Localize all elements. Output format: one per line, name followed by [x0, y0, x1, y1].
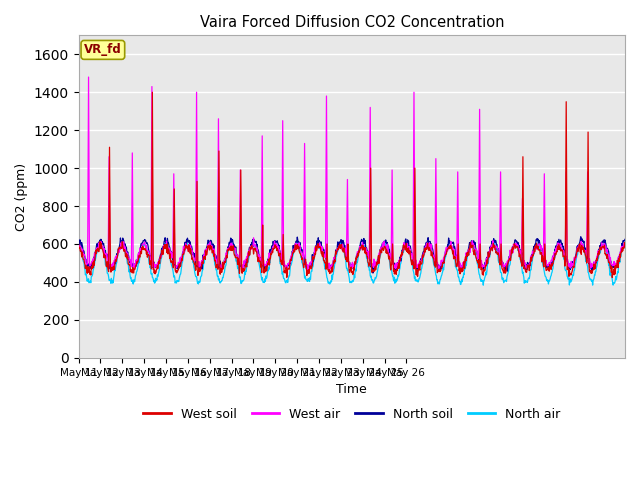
Title: Vaira Forced Diffusion CO2 Concentration: Vaira Forced Diffusion CO2 Concentration [200, 15, 504, 30]
X-axis label: Time: Time [337, 383, 367, 396]
Y-axis label: CO2 (ppm): CO2 (ppm) [15, 163, 28, 230]
Text: VR_fd: VR_fd [84, 43, 122, 56]
Legend: West soil, West air, North soil, North air: West soil, West air, North soil, North a… [138, 403, 565, 426]
